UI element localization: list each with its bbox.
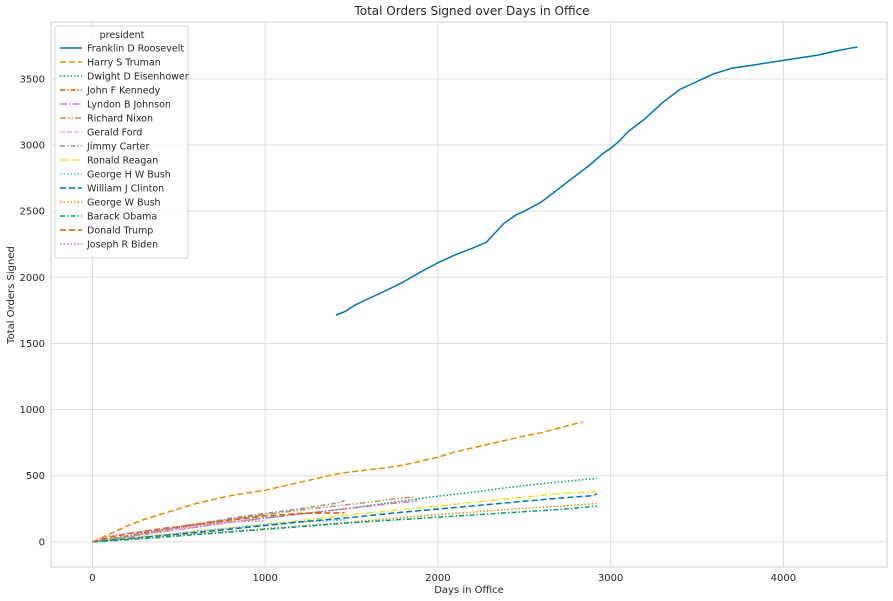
legend-label: Donald Trump <box>87 226 153 237</box>
series-line-dwight-d-eisenhower <box>92 477 597 543</box>
legend-label: William J Clinton <box>87 184 164 195</box>
legend-label: John F Kennedy <box>86 86 161 97</box>
legend-label: George W Bush <box>87 198 161 209</box>
legend-label: Harry S Truman <box>87 58 161 69</box>
x-tick-label: 1000 <box>252 573 277 584</box>
y-axis-label: Total Orders Signed <box>6 246 17 345</box>
series-line-franklin-d-roosevelt <box>335 46 858 316</box>
x-tick-label: 2000 <box>425 573 450 584</box>
legend-label: Gerald Ford <box>87 128 142 139</box>
series-line-ronald-reagan <box>92 490 597 543</box>
legend-label: Ronald Reagan <box>87 156 158 167</box>
legend: president Franklin D Roosevelt Harry S Tr… <box>54 25 189 259</box>
legend-label: Lyndon B Johnson <box>87 100 171 111</box>
x-tick-label: 4000 <box>771 573 796 584</box>
y-axis-ticks: 0 500 1000 1500 2000 2500 3000 3500 <box>20 74 45 548</box>
series-line-william-j-clinton <box>92 492 598 543</box>
x-tick-label: 0 <box>89 573 95 584</box>
legend-label: Barack Obama <box>87 212 157 223</box>
grid-lines <box>51 22 887 567</box>
series-line-barack-obama <box>92 505 597 543</box>
series-line-joseph-r-biden <box>92 519 266 543</box>
x-axis-label: Days in Office <box>434 585 504 596</box>
legend-label: Joseph R Biden <box>86 240 158 251</box>
x-tick-label: 3000 <box>598 573 623 584</box>
legend-label: Richard Nixon <box>87 114 153 125</box>
y-tick-label: 3500 <box>20 74 45 85</box>
series-line-donald-trump <box>92 512 345 543</box>
y-tick-label: 3000 <box>20 141 45 152</box>
series-line-lyndon-b-johnson <box>92 500 418 543</box>
plot-area <box>50 21 888 568</box>
legend-label: George H W Bush <box>87 170 171 181</box>
series-layer <box>92 46 858 543</box>
y-tick-label: 2500 <box>20 207 45 218</box>
legend-frame <box>54 25 189 259</box>
y-tick-label: 0 <box>39 537 45 548</box>
legend-label: Jimmy Carter <box>86 142 150 153</box>
x-axis-ticks: 0 1000 2000 3000 4000 <box>89 573 796 584</box>
legend-title: president <box>100 30 145 41</box>
y-tick-label: 1000 <box>20 405 45 416</box>
legend-items: Franklin D Roosevelt Harry S Truman Dwight… <box>60 44 189 251</box>
y-tick-label: 1500 <box>20 339 45 350</box>
series-line-jimmy-carter <box>92 500 345 543</box>
y-tick-label: 500 <box>26 471 45 482</box>
legend-label: Franklin D Roosevelt <box>87 44 184 55</box>
y-tick-label: 2000 <box>20 273 45 284</box>
series-line-harry-s-truman <box>92 421 584 543</box>
chart-title: Total Orders Signed over Days in Office <box>353 4 589 18</box>
series-line-richard-nixon <box>92 496 414 543</box>
legend-label: Dwight D Eisenhower <box>87 72 189 83</box>
